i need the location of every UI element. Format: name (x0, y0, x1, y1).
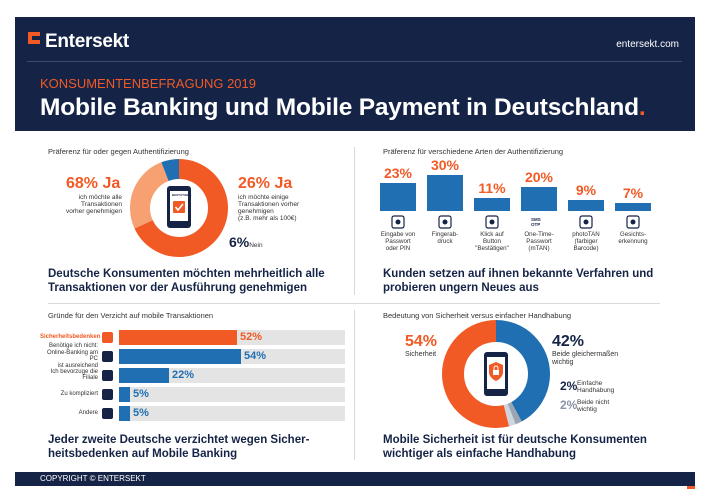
q1-ja2-desc: ich möchte einige Transaktionen vorher gen… (238, 194, 300, 222)
button-click-icon (484, 215, 500, 229)
reason-label: Sicherheitsbedenken (40, 333, 101, 340)
q4-donut-chart (442, 320, 550, 428)
reason-pct: 22% (172, 369, 195, 381)
reason-label: Andere (78, 409, 98, 416)
q2-conclusion: Kunden setzen auf ihnen bekannte Verfahr… (383, 268, 654, 294)
method-pct: 23% (383, 165, 413, 181)
divider-middle (48, 303, 660, 304)
method-label: Klick auf Button "Bestätigen" (475, 231, 509, 252)
reason-pct: 5% (133, 388, 149, 400)
reason-track (119, 387, 345, 402)
q4-sicherheit-pct: 54% (405, 333, 438, 350)
q4-nicht-label: Beide nicht wichtig (577, 399, 610, 413)
keypad-icon (390, 215, 406, 229)
q4-sicherheit-label: Sicherheit (405, 351, 437, 358)
q2-heading: Präferenz für verschiedene Arten der Aut… (383, 147, 564, 156)
q2-bar-chart: 23% Eingabe von Passwort oder PIN 30% Fingera… (380, 157, 660, 258)
q3-bar-chart: Sicherheitsbedenken 52% Benötige ich nicht… (40, 330, 345, 425)
q4-einfach-label: Einfache Handhabung (577, 380, 615, 394)
q4-beide-pct: 42% (552, 333, 585, 350)
q1-ja2-pct: 26% Ja (238, 175, 293, 192)
method-pct: 20% (524, 169, 554, 185)
reason-label: Benötige ich nicht: Online-Banking am PC i… (46, 343, 98, 369)
method-bar (615, 203, 651, 211)
footer-copyright: COPYRIGHT © ENTERSEKT (40, 474, 146, 483)
q1-donut-chart (130, 159, 228, 257)
reason-pct: 52% (240, 331, 263, 343)
method-bar (568, 200, 604, 211)
method-pct: 30% (430, 157, 460, 173)
header-banner (15, 17, 695, 131)
q4-segment-42 (442, 320, 550, 428)
q4-heading: Bedeutung von Sicherheit versus einfache… (383, 311, 572, 320)
method-bar (521, 187, 557, 211)
page-title: Mobile Banking und Mobile Payment in Deu… (40, 94, 646, 121)
method-bar (427, 175, 463, 211)
entersekt-logo-icon (28, 32, 40, 44)
q4-beide-label: Beide gleichermaßen wichtig (552, 351, 619, 366)
reason-bar (119, 349, 241, 364)
q1-segment-6 (130, 159, 228, 257)
q1-conclusion: Deutsche Konsumenten möchten mehrheitlic… (48, 268, 325, 294)
divider-top (354, 147, 355, 295)
reason-pct: 54% (244, 350, 267, 362)
method-bar (474, 198, 510, 211)
phone-confirm-label: BESTÄTIGEN (172, 193, 192, 197)
survey-kicker: KONSUMENTENBEFRAGUNG 2019 (40, 76, 256, 91)
footer-accent (687, 486, 695, 489)
method-pct: 11% (478, 180, 506, 196)
q1-heading: Präferenz für oder gegen Authentifizieru… (48, 147, 189, 156)
reason-label: Ich bevorzuge die Filiale (50, 368, 98, 382)
header-divider (27, 61, 682, 62)
site-link[interactable]: entersekt.com (616, 39, 679, 50)
q3-conclusion: Jeder zweite Deutsche verzichtet wegen S… (48, 434, 310, 460)
reason-bar (119, 406, 130, 421)
face-id-icon (625, 215, 641, 229)
other-icon (102, 408, 113, 419)
shield-lock-icon (102, 332, 113, 343)
footer-bar (15, 472, 695, 486)
reason-track (119, 406, 345, 421)
laptop-icon (102, 351, 113, 362)
method-label: photoTAN (farbiger Barcode) (572, 231, 600, 252)
gear-icon (102, 389, 113, 400)
divider-bottom (354, 310, 355, 460)
reason-bar (119, 330, 237, 345)
method-label: Gesichts-erkennung (618, 231, 648, 245)
bank-icon (102, 370, 113, 381)
q3-heading: Gründe für den Verzicht auf mobile Trans… (48, 311, 214, 320)
method-pct: 7% (622, 185, 644, 201)
brand-name: Entersekt (45, 31, 129, 52)
q1-nein: 6%Nein (229, 234, 263, 250)
reason-bar (119, 368, 169, 383)
method-pct: 9% (575, 182, 597, 198)
q4-einfach-pct: 2% (560, 379, 578, 393)
q1-ja-desc: ich möchte alle Transaktionen vorher geneh… (65, 194, 122, 215)
q1-ja-pct: 68% Ja (66, 175, 121, 192)
fingerprint-icon (437, 215, 453, 229)
q1-segment-26 (130, 159, 228, 257)
method-label: Eingabe von Passwort oder PIN (380, 231, 416, 252)
qr-code-icon (578, 215, 594, 229)
checkbox-icon (173, 201, 185, 213)
reason-label: Zu kompliziert (60, 390, 98, 397)
reason-track (119, 368, 345, 383)
q4-nicht-pct: 2% (560, 398, 578, 412)
reason-bar (119, 387, 130, 402)
reason-pct: 5% (133, 407, 149, 419)
method-label: One-Time- Passwort (mTAN) (524, 231, 554, 252)
sms-otp-icon: SMS OTP (531, 217, 541, 227)
method-label: Fingerab-druck (431, 231, 459, 245)
q4-conclusion: Mobile Sicherheit ist für deutsche Konsu… (383, 434, 647, 460)
method-bar (380, 183, 416, 211)
